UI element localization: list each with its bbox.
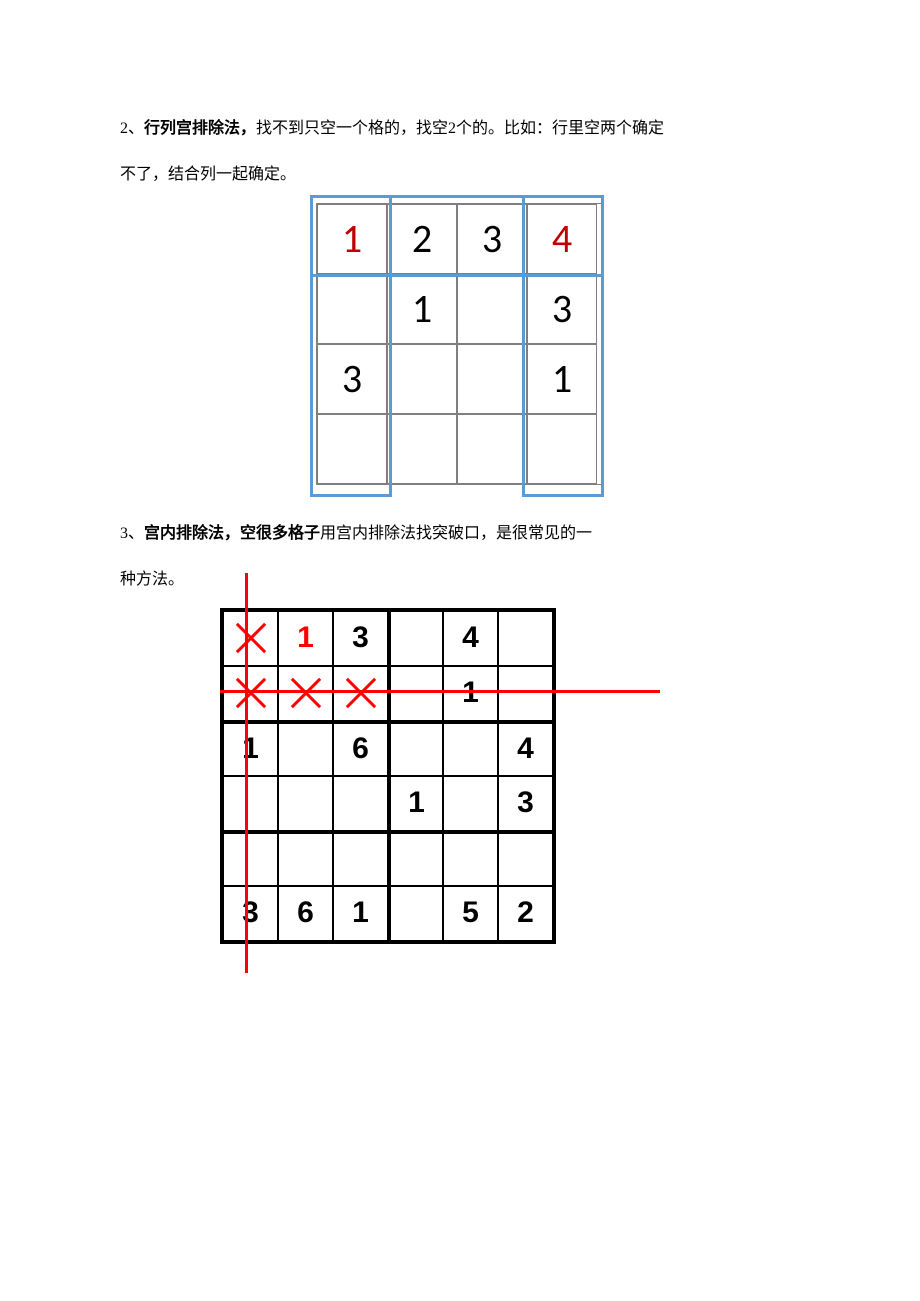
sec2-num: 2 [120, 120, 128, 137]
grid2-cell [388, 611, 443, 666]
grid1-cell [457, 274, 527, 344]
grid2-cell: 1 [278, 611, 333, 666]
grid1-cell: 3 [527, 274, 597, 344]
grid1-cell: 1 [317, 204, 387, 274]
grid1-cell: 4 [527, 204, 597, 274]
grid1-cell: 2 [387, 204, 457, 274]
grid2-cell: 2 [498, 886, 553, 941]
grid2-cell [223, 831, 278, 886]
section3-line1: 3、宫内排除法，空很多格子用宫内排除法找突破口，是很常见的一 [120, 515, 800, 553]
sec2-sep: 、 [128, 120, 144, 137]
grid2-cell [443, 776, 498, 831]
grid2-cell: 1 [223, 721, 278, 776]
grid2-cell [278, 721, 333, 776]
grid1-cell [457, 344, 527, 414]
grid1: 12341331 [316, 203, 604, 485]
sec3-sep: 、 [128, 525, 144, 542]
page: 2、行列宫排除法，找不到只空一个格的，找空2个的。比如：行里空两个确定 不了，结… [0, 0, 920, 1024]
grid2-cell [498, 666, 553, 721]
grid2-cell: 4 [443, 611, 498, 666]
grid1-cell [317, 274, 387, 344]
grid2-cell: 3 [223, 886, 278, 941]
grid2-container: 13411641336152 [220, 608, 560, 944]
sec3-num: 3 [120, 525, 128, 542]
grid1-cell: 3 [317, 344, 387, 414]
grid2-cell [333, 666, 388, 721]
grid1-cell: 1 [527, 344, 597, 414]
section2-line2: 不了，结合列一起确定。 [120, 156, 800, 194]
sec2-two: 2 [448, 120, 456, 137]
grid2-cell: 6 [278, 886, 333, 941]
grid2-cell [223, 611, 278, 666]
grid2-cell [388, 721, 443, 776]
grid2-cell [223, 776, 278, 831]
grid2-cell: 6 [333, 721, 388, 776]
grid2-cell [278, 831, 333, 886]
grid2-cell [443, 721, 498, 776]
section3-line2: 种方法。 [120, 561, 800, 599]
grid2-cell: 1 [388, 776, 443, 831]
grid1-cell [457, 414, 527, 484]
grid2-cell [388, 831, 443, 886]
grid2-cell: 1 [443, 666, 498, 721]
grid2-cell: 3 [498, 776, 553, 831]
grid1-cell: 3 [457, 204, 527, 274]
grid2: 13411641336152 [220, 608, 556, 944]
sec2-title: 行列宫排除法， [144, 120, 256, 137]
grid2-cell: 5 [443, 886, 498, 941]
grid2-cell [333, 776, 388, 831]
grid2-cell [388, 886, 443, 941]
grid2-cell [443, 831, 498, 886]
grid2-cell [223, 666, 278, 721]
grid2-cell [388, 666, 443, 721]
grid2-cell: 4 [498, 721, 553, 776]
sec2-rest2: 个的。比如：行里空两个确定 [456, 120, 664, 137]
grid2-cell [333, 831, 388, 886]
grid2-cell [278, 666, 333, 721]
grid1-cell [317, 414, 387, 484]
grid1-cell [527, 414, 597, 484]
grid1-container: 12341331 [316, 203, 604, 485]
grid2-cell: 3 [333, 611, 388, 666]
grid2-cell [498, 831, 553, 886]
grid1-cell: 1 [387, 274, 457, 344]
sec3-title: 宫内排除法，空很多格子 [144, 525, 320, 542]
grid2-cell [278, 776, 333, 831]
sec3-rest: 用宫内排除法找突破口，是很常见的一 [320, 525, 592, 542]
grid2-cell [498, 611, 553, 666]
section2-line1: 2、行列宫排除法，找不到只空一个格的，找空2个的。比如：行里空两个确定 [120, 110, 800, 148]
grid2-cell: 1 [333, 886, 388, 941]
sec2-rest1: 找不到只空一个格的，找空 [256, 120, 448, 137]
grid1-cell [387, 344, 457, 414]
grid1-cell [387, 414, 457, 484]
